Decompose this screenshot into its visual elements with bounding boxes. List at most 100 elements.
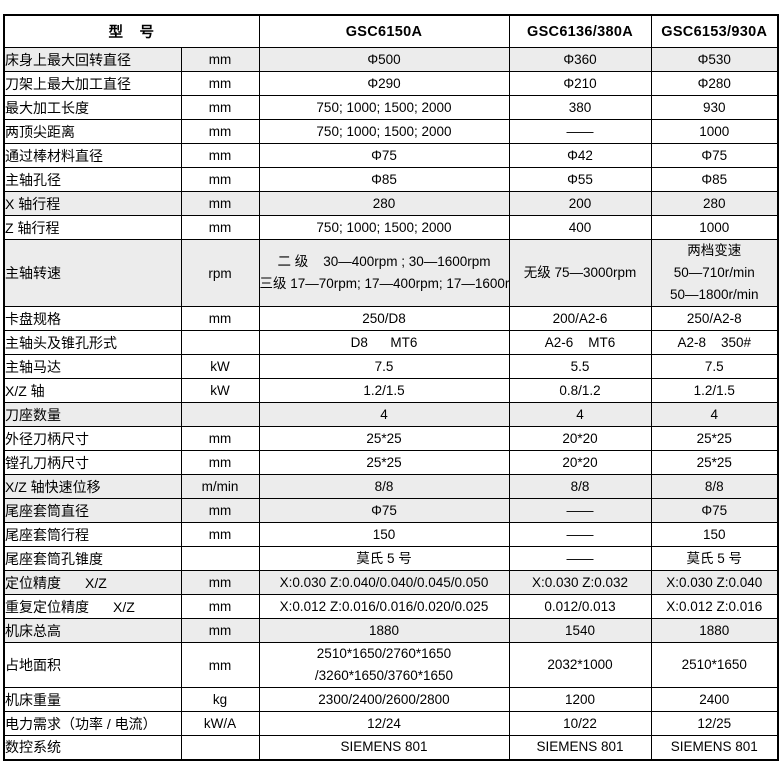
spec-value: 20*20 (508, 450, 652, 475)
spec-label: X/Z 轴快速位移 (3, 474, 182, 499)
spec-value: 1.2/1.5 (258, 378, 510, 403)
spec-label-text: 镗孔刀柄尺寸 (5, 454, 89, 471)
spec-label-text: 尾座套筒孔锥度 (5, 550, 103, 567)
spec-value: 10/22 (508, 711, 652, 736)
spec-label: 两顶尖距离 (3, 119, 182, 144)
spec-value: 两档变速 50—710r/min 50—1800r/min (650, 239, 779, 307)
spec-label-text: X/Z 轴 (5, 382, 45, 399)
spec-value: 250/A2-8 (650, 306, 779, 331)
spec-value: 280 (650, 191, 779, 216)
spec-value: 12/24 (258, 711, 510, 736)
spec-label-text: 通过棒材料直径 (5, 147, 103, 164)
spec-label: 主轴马达 (3, 354, 182, 379)
spec-value: 400 (508, 215, 652, 240)
spec-unit: mm (180, 167, 260, 192)
spec-value: SIEMENS 801 (650, 735, 779, 760)
spec-label-text: 重复定位精度 (5, 598, 89, 615)
spec-value: Φ85 (650, 167, 779, 192)
spec-value: Φ360 (508, 47, 652, 72)
spec-unit: mm (180, 215, 260, 240)
table-row: 机床总高 mm 1880 1540 1880 (3, 618, 779, 643)
spec-value: 1200 (508, 687, 652, 712)
spec-label-text: 机床重量 (5, 691, 61, 708)
spec-label-axis: X/Z (113, 598, 135, 615)
spec-value: X:0.012 Z:0.016/0.016/0.020/0.025 (258, 594, 510, 619)
spec-label: 重复定位精度 X/Z (3, 594, 182, 619)
spec-label-text: 最大加工长度 (5, 99, 89, 116)
spec-value: 750; 1000; 1500; 2000 (258, 119, 510, 144)
spec-unit: mm (180, 306, 260, 331)
spec-label-text: 两顶尖距离 (5, 123, 75, 140)
spec-label-text: 主轴头及锥孔形式 (5, 334, 117, 351)
spec-value: 1540 (508, 618, 652, 643)
spec-label-text: 刀架上最大加工直径 (5, 75, 131, 92)
spec-unit: kW (180, 354, 260, 379)
table-row: 重复定位精度 X/Z mm X:0.012 Z:0.016/0.016/0.020/0… (3, 594, 779, 619)
table-row: 外径刀柄尺寸 mm 25*25 20*20 25*25 (3, 426, 779, 451)
spec-unit: mm (180, 570, 260, 595)
spec-unit: mm (180, 450, 260, 475)
spec-unit: mm (180, 71, 260, 96)
spec-unit: mm (180, 119, 260, 144)
spec-value: X:0.030 Z:0.032 (508, 570, 652, 595)
spec-label-axis: X/Z (85, 574, 107, 591)
spec-unit: mm (180, 522, 260, 547)
spec-label-text: 电力需求（功率 / 电流） (5, 715, 157, 732)
spec-unit: mm (180, 143, 260, 168)
table-row: 床身上最大回转直径 mm Φ500 Φ360 Φ530 (3, 47, 779, 72)
table-row: 数控系统 SIEMENS 801 SIEMENS 801 SIEMENS 801 (3, 735, 779, 760)
table-row: 镗孔刀柄尺寸 mm 25*25 20*20 25*25 (3, 450, 779, 475)
spec-value: 2400 (650, 687, 779, 712)
table-header-row: 型 号 GSC6150A GSC6136/380A GSC6153/930A (3, 14, 779, 48)
spec-value: 25*25 (650, 426, 779, 451)
spec-value: 7.5 (650, 354, 779, 379)
spec-label: X/Z 轴 (3, 378, 182, 403)
spec-value: 20*20 (508, 426, 652, 451)
table-row: 尾座套筒直径 mm Φ75 —— Φ75 (3, 498, 779, 523)
spec-value: 1.2/1.5 (650, 378, 779, 403)
spec-value: 1880 (258, 618, 510, 643)
spec-value: 2510*1650 (650, 642, 779, 688)
spec-label: X 轴行程 (3, 191, 182, 216)
spec-value: 8/8 (508, 474, 652, 499)
spec-label-text: X/Z 轴快速位移 (5, 478, 101, 495)
spec-value: 无级 75—3000rpm (508, 239, 652, 307)
spec-value: 4 (258, 402, 510, 427)
spec-label: 数控系统 (3, 735, 182, 760)
spec-value: 750; 1000; 1500; 2000 (258, 95, 510, 120)
spec-unit: kg (180, 687, 260, 712)
model-name-gsc6136-380a: GSC6136/380A (508, 14, 652, 48)
spec-unit: mm (180, 498, 260, 523)
spec-label-text: 卡盘规格 (5, 310, 61, 327)
spec-value: 200/A2-6 (508, 306, 652, 331)
spec-value: 1000 (650, 215, 779, 240)
spec-label: 主轴转速 (3, 239, 182, 307)
table-row: 主轴转速 rpm 二 级 30—400rpm ; 30—1600rpm 三级 17—7… (3, 239, 779, 307)
spec-label: 定位精度 X/Z (3, 570, 182, 595)
spec-value: 1880 (650, 618, 779, 643)
spec-value: 二 级 30—400rpm ; 30—1600rpm 三级 17—70rpm; 1… (258, 239, 510, 307)
spec-unit: mm (180, 191, 260, 216)
spec-label: 主轴头及锥孔形式 (3, 330, 182, 355)
spec-table-body: 床身上最大回转直径 mm Φ500 Φ360 Φ530 刀架上最大加工直径 mm Φ290 Φ2… (3, 47, 779, 760)
spec-value: 8/8 (650, 474, 779, 499)
spec-unit: mm (180, 95, 260, 120)
table-row: 尾座套筒孔锥度 莫氏 5 号 —— 莫氏 5 号 (3, 546, 779, 571)
spec-value: Φ210 (508, 71, 652, 96)
spec-value: 2510*1650/2760*1650/3260*1650/3760*1650 (258, 642, 510, 688)
spec-unit (180, 402, 260, 427)
spec-label: 机床重量 (3, 687, 182, 712)
table-row: 两顶尖距离 mm 750; 1000; 1500; 2000 —— 1000 (3, 119, 779, 144)
spec-value: 12/25 (650, 711, 779, 736)
table-row: X 轴行程 mm 280 200 280 (3, 191, 779, 216)
spec-value: 0.8/1.2 (508, 378, 652, 403)
spec-unit: m/min (180, 474, 260, 499)
spec-label: 尾座套筒行程 (3, 522, 182, 547)
table-row: X/Z 轴 kW 1.2/1.5 0.8/1.2 1.2/1.5 (3, 378, 779, 403)
spec-unit: mm (180, 594, 260, 619)
spec-label-text: 床身上最大回转直径 (5, 51, 131, 68)
spec-label-text: 占地面积 (5, 657, 61, 673)
spec-value: 200 (508, 191, 652, 216)
spec-value: 4 (650, 402, 779, 427)
spec-value: 750; 1000; 1500; 2000 (258, 215, 510, 240)
